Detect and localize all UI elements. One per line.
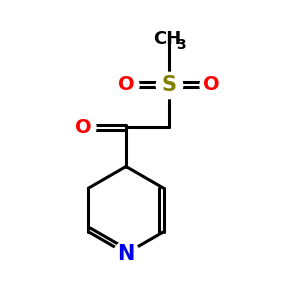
Text: N: N	[117, 244, 135, 263]
Text: 3: 3	[176, 38, 186, 52]
Text: S: S	[161, 75, 176, 94]
Text: O: O	[75, 118, 92, 137]
Text: CH: CH	[153, 30, 182, 48]
Text: O: O	[203, 75, 220, 94]
Text: O: O	[118, 75, 134, 94]
